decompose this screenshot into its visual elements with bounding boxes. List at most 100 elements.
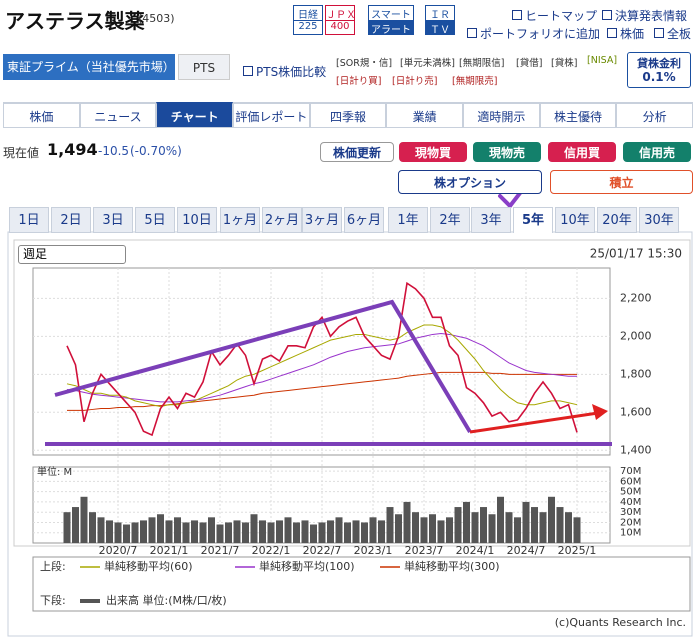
lending-label: 貸株金利 xyxy=(637,57,681,70)
period-tab[interactable]: 5年 xyxy=(513,207,553,233)
button[interactable]: 現物売 xyxy=(473,142,541,162)
period-tab[interactable]: 3ヶ月 xyxy=(302,207,342,233)
nav-tab[interactable]: 株価 xyxy=(3,102,80,128)
volume-bar xyxy=(403,501,411,543)
y-tick-label: 30M xyxy=(620,507,641,518)
y-tick-label: 40M xyxy=(620,497,641,508)
button[interactable]: 積立 xyxy=(550,170,693,194)
volume-bar xyxy=(480,507,487,543)
volume-bar xyxy=(539,512,547,543)
period-tab[interactable]: 3年 xyxy=(471,207,511,233)
button[interactable]: 株価更新 xyxy=(320,142,394,162)
x-tick-label: 2021/1 xyxy=(150,544,189,557)
period-tab[interactable]: 3日 xyxy=(93,207,133,233)
tag: [日計り売] xyxy=(392,76,438,87)
header-link[interactable]: ポートフォリオに追加 xyxy=(467,25,600,42)
legend-label: 単純移動平均(60) xyxy=(104,559,193,573)
copyright: (c)Quants Research Inc. xyxy=(555,616,686,629)
period-tab[interactable]: 10年 xyxy=(555,207,595,233)
tag: [日計り買] xyxy=(336,76,382,87)
header-link[interactable]: ヒートマップ xyxy=(512,7,597,24)
arrow-head xyxy=(592,404,608,420)
period-tab[interactable]: 2ヶ月 xyxy=(262,207,302,233)
period-tab[interactable]: 20年 xyxy=(597,207,637,233)
button[interactable]: 株オプション xyxy=(398,170,542,194)
volume-bar xyxy=(259,520,266,543)
volume-bar xyxy=(131,522,139,543)
legend-box xyxy=(32,556,691,612)
nav-tab[interactable]: 株主優待 xyxy=(539,102,617,128)
badge-bottom[interactable]: ＴＶ xyxy=(425,20,455,36)
period-tab[interactable]: 1ヶ月 xyxy=(220,207,260,233)
volume-bar xyxy=(182,522,190,543)
button[interactable]: 信用買 xyxy=(548,142,616,162)
nav-tab[interactable]: 適時開示 xyxy=(463,102,540,128)
button[interactable]: 信用売 xyxy=(623,142,691,162)
period-tab[interactable]: 5日 xyxy=(135,207,175,233)
volume-bar xyxy=(505,512,513,543)
badge-top[interactable]: 日経 xyxy=(293,5,323,21)
badge-top[interactable]: スマート xyxy=(368,5,414,21)
nav-tab[interactable]: 分析 xyxy=(616,102,693,128)
period-tab[interactable]: 1年 xyxy=(388,207,428,233)
y-tick-label: 1,600 xyxy=(620,405,652,418)
pts-tab[interactable]: PTS xyxy=(178,54,230,80)
volume-bar xyxy=(335,517,343,543)
volume-bar xyxy=(471,512,479,543)
interval-select[interactable]: 週足 xyxy=(18,245,126,264)
x-tick-label: 2021/7 xyxy=(201,544,240,557)
title: アステラス製薬 xyxy=(5,9,145,33)
nav-tab[interactable]: ニュース xyxy=(79,102,157,128)
moving-average xyxy=(67,371,577,411)
volume-bar xyxy=(497,496,504,543)
volume-bar xyxy=(386,507,394,543)
volume-bar xyxy=(454,507,462,543)
x-tick-label: 2024/7 xyxy=(507,544,546,557)
quote-change-pct: (-0.70%) xyxy=(130,144,182,158)
y-tick-label: 20M xyxy=(620,517,641,528)
period-tab[interactable]: 6ヶ月 xyxy=(344,207,384,233)
volume-bar xyxy=(420,517,428,543)
volume-bar xyxy=(106,520,113,543)
volume-bar xyxy=(199,522,207,543)
lending-rate: 0.1% xyxy=(642,70,676,84)
volume-bar xyxy=(361,522,368,543)
volume-bar xyxy=(369,517,377,543)
volume-bar xyxy=(573,517,581,543)
legend-prefix: 上段: xyxy=(40,559,66,573)
volume-bar xyxy=(344,522,351,543)
tag: [NISA] xyxy=(587,55,618,66)
header-link[interactable]: 株価 xyxy=(607,25,644,42)
period-tab[interactable]: 10日 xyxy=(177,207,217,233)
header-link[interactable]: 決算発表情報 xyxy=(602,7,687,24)
nav-tab[interactable]: チャート xyxy=(156,102,233,128)
volume-bar xyxy=(72,507,79,543)
y-tick-label: 1,400 xyxy=(620,443,652,456)
pts-compare[interactable]: PTS株価比較 xyxy=(243,63,326,80)
quote-change: -10.5 xyxy=(98,144,130,158)
volume-bar xyxy=(548,496,555,543)
exchange: 東証プライム（当社優先市場） xyxy=(3,54,175,80)
badge-bottom[interactable]: 400 xyxy=(325,20,355,35)
badge-top[interactable]: ＩＲ xyxy=(425,5,455,21)
volume-bar xyxy=(318,522,326,543)
header-link[interactable]: 全板 xyxy=(654,25,691,42)
legend-label: 出来高 単位:(M株/口/枚) xyxy=(106,593,227,607)
period-tab[interactable]: 2年 xyxy=(430,207,470,233)
period-tab[interactable]: 30年 xyxy=(639,207,679,233)
badge-bottom[interactable]: アラート xyxy=(368,20,414,36)
nav-tab[interactable]: 評価レポート xyxy=(233,102,310,128)
badge-bottom[interactable]: 225 xyxy=(293,20,323,35)
button[interactable]: 現物買 xyxy=(399,142,467,162)
period-tab[interactable]: 2日 xyxy=(51,207,91,233)
y-tick-label: 1,800 xyxy=(620,367,652,380)
nav-tab[interactable]: 業績 xyxy=(386,102,463,128)
volume-bar xyxy=(488,514,496,543)
tag: [単元未満株] xyxy=(400,58,455,69)
badge-top[interactable]: ＪＰＸ xyxy=(325,5,356,21)
nav-tab[interactable]: 四季報 xyxy=(309,102,387,128)
volume-bar xyxy=(301,520,309,543)
period-tab[interactable]: 1日 xyxy=(9,207,49,233)
